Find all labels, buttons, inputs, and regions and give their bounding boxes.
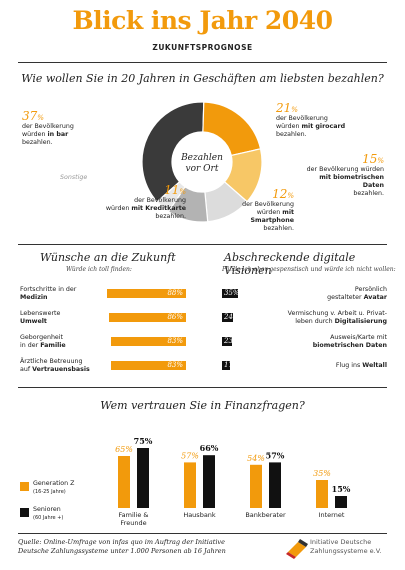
divider bbox=[18, 533, 387, 534]
source-note: Quelle: Online-Umfrage von infas quo im … bbox=[18, 538, 226, 555]
trust-value-label: 57% bbox=[181, 451, 199, 460]
fear-label: Flug ins Weltall bbox=[335, 362, 387, 369]
trust-bar-senior bbox=[335, 496, 347, 508]
legend-senior: Senioren (60 Jahre +) bbox=[33, 506, 64, 521]
annotation-creditcard: 11% der Bevölkerung würden mit Kreditkar… bbox=[105, 183, 186, 220]
org-logo-icon bbox=[286, 539, 308, 559]
org-name: Initiative Deutsche Zahlungssysteme e.V. bbox=[310, 538, 382, 555]
trust-title: Wem vertrauen Sie in Finanzfragen? bbox=[100, 399, 305, 412]
wish-label: Fortschritte in der Medizin bbox=[20, 286, 77, 301]
trust-category-label: Freunde bbox=[120, 519, 146, 527]
legend-swatch-gen-z bbox=[20, 482, 29, 491]
trust-bar-gen-z bbox=[184, 462, 196, 508]
trust-value-label: 57% bbox=[266, 450, 285, 460]
trust-category-label: Hausbank bbox=[183, 511, 216, 519]
wish-bar bbox=[111, 361, 186, 370]
fear-value-label: 23% bbox=[224, 337, 240, 345]
fear-value-label: 24% bbox=[224, 313, 240, 321]
fear-bar bbox=[222, 313, 233, 322]
trust-bar-senior bbox=[203, 455, 215, 508]
divider bbox=[18, 387, 387, 388]
wish-value-label: 83% bbox=[167, 361, 183, 369]
annotation-girocard: 21% der Bevölkerung würden mit girocard … bbox=[276, 101, 346, 138]
annotation-smartphone: 12% der Bevölkerung würden mit Smartphon… bbox=[242, 187, 294, 232]
trust-category-label: Internet bbox=[319, 511, 345, 519]
trust-category-label: Familie & bbox=[118, 511, 148, 519]
trust-bar-gen-z bbox=[118, 456, 130, 508]
trust-value-label: 65% bbox=[115, 445, 133, 454]
fear-label: Persönlich gestalteter Avatar bbox=[327, 286, 387, 301]
fears-title: Abschreckende digitale Visionen bbox=[224, 251, 356, 277]
wish-value-label: 83% bbox=[167, 337, 183, 345]
wish-value-label: 88% bbox=[167, 289, 183, 297]
annotation-biometric: 15% der Bevölkerung würden mit biometris… bbox=[306, 152, 384, 197]
trust-value-label: 75% bbox=[134, 436, 153, 446]
fear-bar bbox=[222, 337, 233, 346]
slice-bar bbox=[141, 101, 205, 203]
legend-swatch-senior bbox=[20, 508, 29, 517]
page-title: Blick ins Jahr 2040 bbox=[72, 6, 333, 35]
trust-bar-senior bbox=[269, 462, 281, 508]
wish-value-label: 86% bbox=[167, 313, 183, 321]
trust-bar-gen-z bbox=[316, 480, 328, 508]
trust-bar-gen-z bbox=[250, 464, 262, 508]
trust-value-label: 54% bbox=[247, 454, 265, 463]
donut-center-label: Bezahlen bbox=[180, 153, 223, 163]
fears-subtitle: Fände ich eher gespenstisch und würde ic… bbox=[222, 266, 396, 273]
slice-other bbox=[156, 181, 187, 213]
trust-value-label: 66% bbox=[200, 443, 219, 453]
trust-bar-senior bbox=[137, 448, 149, 508]
donut-center-label: vor Ort bbox=[186, 164, 219, 174]
wish-label: Geborgenheit in der Familie bbox=[20, 334, 66, 349]
fear-value-label: 17% bbox=[224, 361, 240, 369]
page-subtitle: ZUKUNFTSPROGNOSE bbox=[152, 43, 253, 52]
legend-gen-z: Generation Z (16-25 Jahre) bbox=[33, 480, 75, 495]
trust-category-label: Bankberater bbox=[245, 511, 286, 519]
slice-girocard bbox=[202, 101, 262, 157]
wish-label: Ärztliche Betreuung auf Vertrauensbasis bbox=[20, 358, 90, 373]
fear-bar bbox=[222, 361, 230, 370]
divider bbox=[18, 244, 387, 245]
trust-value-label: 15% bbox=[332, 484, 351, 494]
fear-bar bbox=[222, 289, 238, 298]
wish-label: Lebenswerte Umwelt bbox=[20, 310, 61, 325]
fear-label: Ausweis/Karte mit biometrischen Daten bbox=[312, 334, 387, 349]
annotation-bar: 37% der Bevölkerung würden in bar bezahl… bbox=[22, 109, 74, 146]
wish-bar bbox=[108, 313, 186, 322]
fear-label: Vermischung v. Arbeit u. Privat-leben du… bbox=[287, 310, 387, 325]
wish-bar bbox=[106, 289, 186, 298]
payment-title: Wie wollen Sie in 20 Jahren in Geschäfte… bbox=[21, 72, 384, 85]
fear-value-label: 35% bbox=[224, 289, 240, 297]
annotation-other: Sonstige bbox=[60, 174, 88, 181]
wishes-title: Wünsche an die Zukunft bbox=[40, 251, 176, 264]
divider bbox=[18, 62, 387, 63]
wish-bar bbox=[111, 337, 186, 346]
trust-value-label: 35% bbox=[313, 469, 331, 478]
wishes-subtitle: Würde ich toll finden: bbox=[66, 266, 132, 273]
